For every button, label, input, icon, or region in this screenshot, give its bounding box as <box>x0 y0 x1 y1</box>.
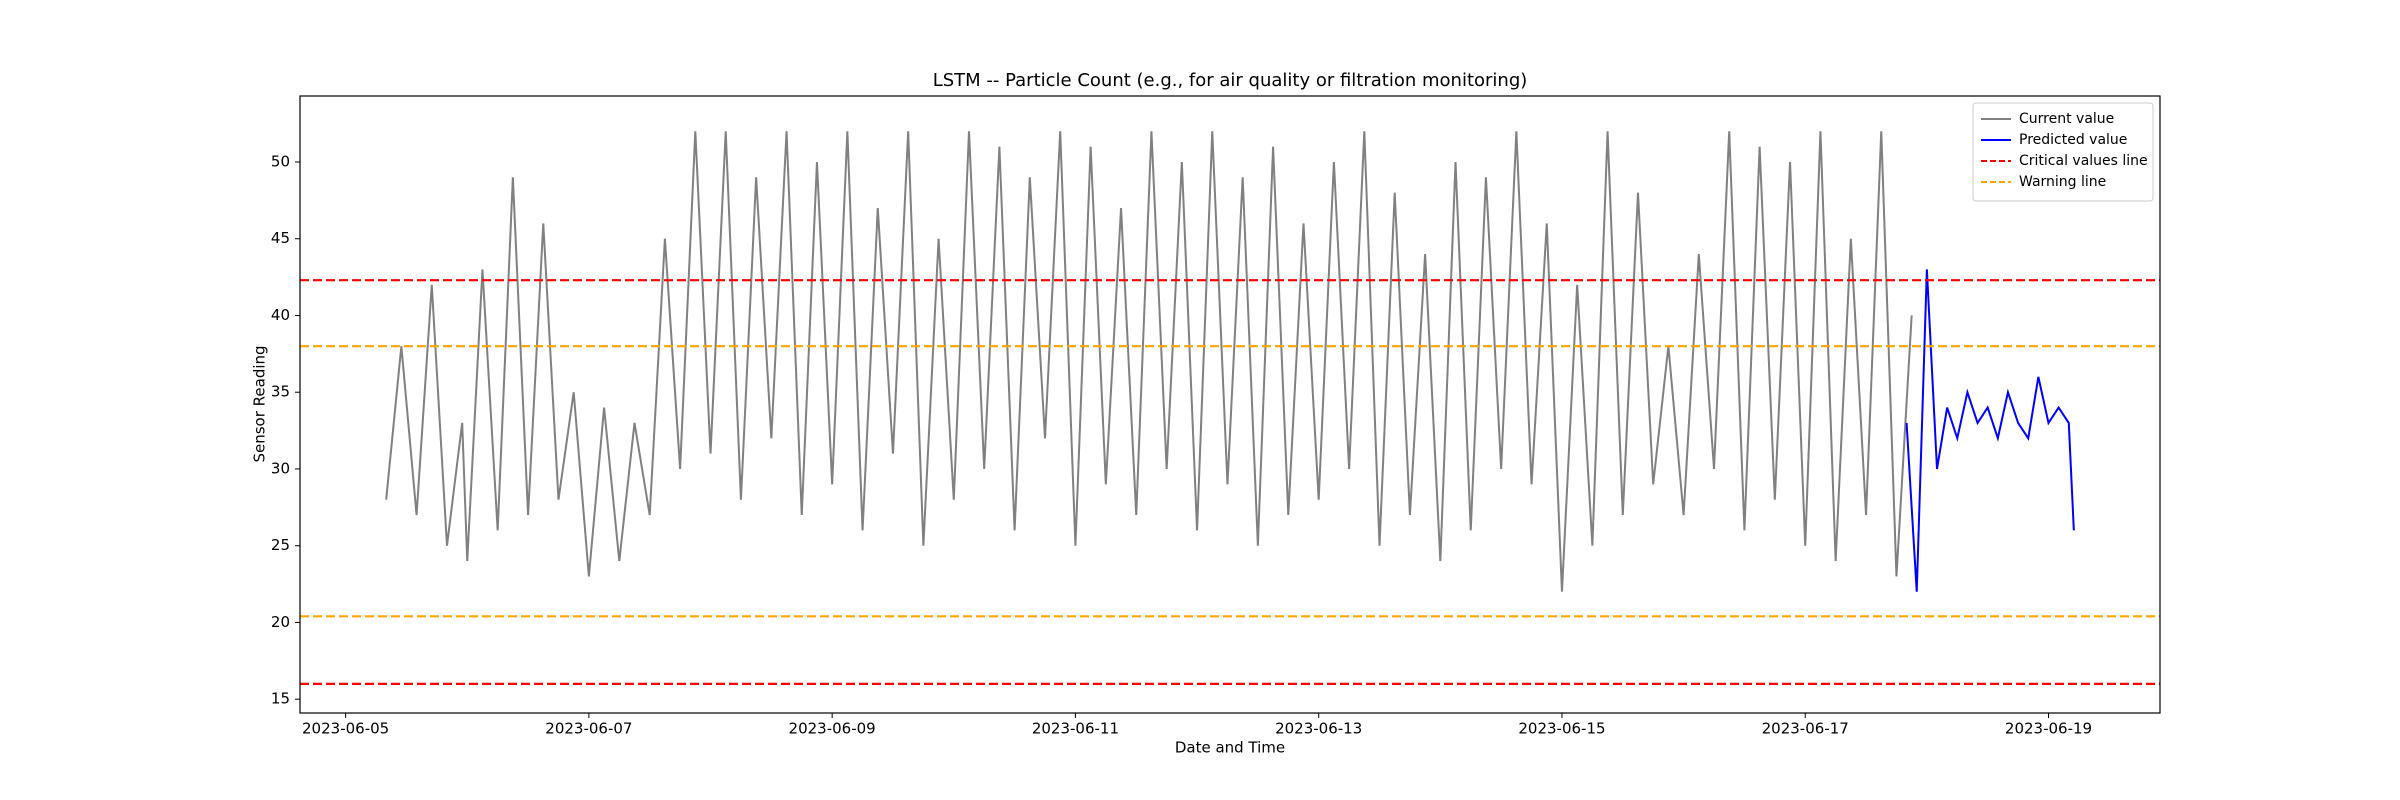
x-tick-label: 2023-06-17 <box>1762 720 1849 738</box>
x-tick-label: 2023-06-11 <box>1032 720 1119 738</box>
x-tick-label: 2023-06-05 <box>302 720 389 738</box>
legend-label: Warning line <box>2019 174 2106 190</box>
y-tick-label: 25 <box>271 536 290 554</box>
legend-label: Critical values line <box>2019 153 2148 169</box>
x-tick-label: 2023-06-07 <box>545 720 632 738</box>
x-tick-label: 2023-06-09 <box>789 720 876 738</box>
x-axis-label: Date and Time <box>1175 739 1285 757</box>
chart-title: LSTM -- Particle Count (e.g., for air qu… <box>933 70 1528 91</box>
x-tick-label: 2023-06-13 <box>1275 720 1362 738</box>
y-tick-label: 30 <box>271 459 290 477</box>
y-tick-label: 50 <box>271 152 290 170</box>
y-axis-label: Sensor Reading <box>251 345 269 462</box>
legend-label: Predicted value <box>2019 132 2127 148</box>
x-tick-label: 2023-06-19 <box>2005 720 2092 738</box>
plot-frame <box>299 95 2161 714</box>
data-line <box>1905 269 2075 592</box>
legend-box <box>1972 102 2154 202</box>
y-tick-label: 45 <box>271 229 290 247</box>
y-tick-label: 15 <box>271 690 290 708</box>
y-tick-label: 20 <box>271 613 290 631</box>
x-tick-label: 2023-06-15 <box>1518 720 1605 738</box>
legend-label: Current value <box>2019 111 2114 127</box>
y-tick-label: 40 <box>271 306 290 324</box>
y-tick-label: 35 <box>271 383 290 401</box>
data-line <box>385 131 1913 592</box>
